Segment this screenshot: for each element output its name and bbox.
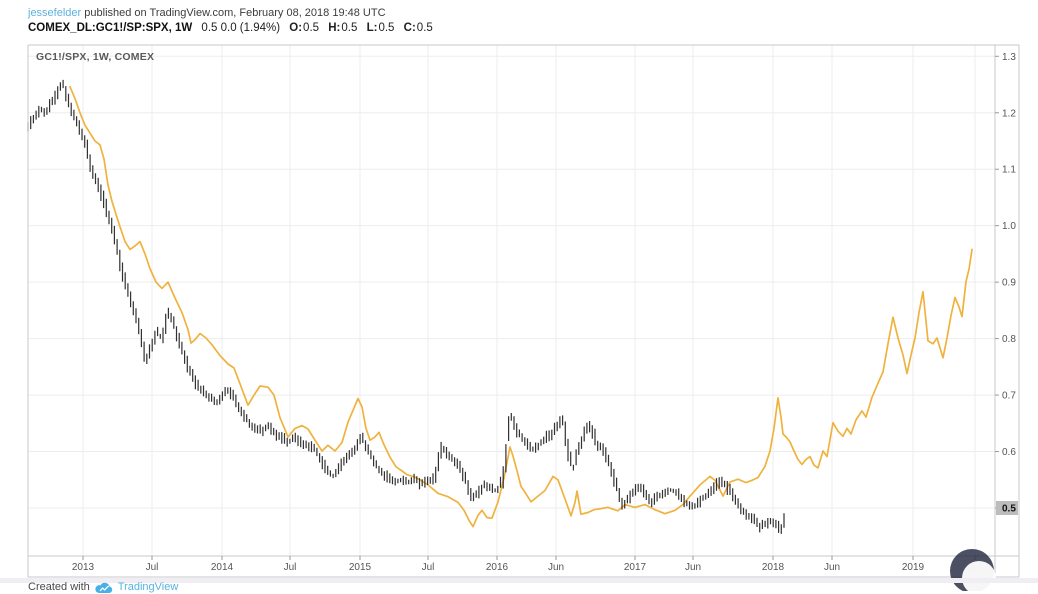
symbol-name: COMEX_DL:GC1!/SP:SPX, 1W — [28, 22, 193, 34]
price-axis-label: 1.1 — [1002, 165, 1016, 176]
last-price-badge — [996, 501, 1018, 516]
price-axis-label: 0.9 — [1002, 278, 1016, 289]
time-axis-label: Jul — [284, 562, 297, 573]
tradingview-logo-icon — [95, 581, 113, 594]
time-axis-label: 2013 — [72, 562, 95, 573]
ohlc-high-value: 0.5 — [341, 22, 358, 34]
published-text: published on TradingView.com, February 0… — [84, 7, 386, 19]
ohlc-low-value: 0.5 — [378, 22, 395, 34]
ohlc-close-key: C: — [403, 22, 416, 34]
publish-info-line: jessefelder published on TradingView.com… — [28, 7, 386, 19]
time-axis-label: 2015 — [349, 562, 372, 573]
ohlc-high-key: H: — [328, 22, 341, 34]
attribution: Created with TradingView — [28, 580, 178, 594]
time-scale[interactable] — [28, 556, 995, 577]
created-with-text: Created with — [28, 581, 90, 593]
price-axis-label: 1.0 — [1002, 221, 1016, 232]
price-axis-label: 0.6 — [1002, 447, 1016, 458]
ohlc-open-key: O: — [289, 22, 303, 34]
ohlc-open-value: 0.5 — [303, 22, 320, 34]
time-axis-label: Jul — [422, 562, 435, 573]
tradingview-brand-link[interactable]: TradingView — [117, 581, 179, 593]
ohlc-close-value: 0.5 — [416, 22, 433, 34]
ohlc-low-key: L: — [366, 22, 378, 34]
time-axis-label: Jul — [146, 562, 159, 573]
chart-legend[interactable]: GC1!/SPX, 1W, COMEX — [36, 51, 155, 63]
time-axis-label: 2014 — [211, 562, 234, 573]
time-axis-label: Jun — [685, 562, 701, 573]
quote-change: 0.5 0.0 (1.94%) — [201, 22, 281, 34]
price-scale[interactable] — [995, 45, 1019, 556]
price-axis-label: 1.2 — [1002, 108, 1016, 119]
snapshot-bottom-band — [0, 578, 1038, 583]
time-axis-label: Jun — [824, 562, 840, 573]
chart-surface[interactable] — [28, 45, 1019, 577]
time-axis-label: Jun — [548, 562, 564, 573]
symbol-info-line: COMEX_DL:GC1!/SP:SPX, 1W 0.5 0.0 (1.94%)… — [28, 22, 433, 34]
last-price-badge-value: 0.5 — [1002, 504, 1016, 515]
gold-spx-ratio-line — [69, 85, 973, 528]
time-axis-label: 2018 — [762, 562, 785, 573]
price-axis-label: 1.3 — [1002, 52, 1016, 63]
author-link[interactable]: jessefelder — [28, 7, 82, 19]
time-axis-label: 2019 — [902, 562, 925, 573]
price-axis-label: 0.8 — [1002, 334, 1016, 345]
time-axis-label: 2017 — [624, 562, 647, 573]
price-axis-label: 0.7 — [1002, 391, 1016, 402]
time-axis-label: 2016 — [486, 562, 509, 573]
watermark-crescent — [962, 561, 996, 591]
